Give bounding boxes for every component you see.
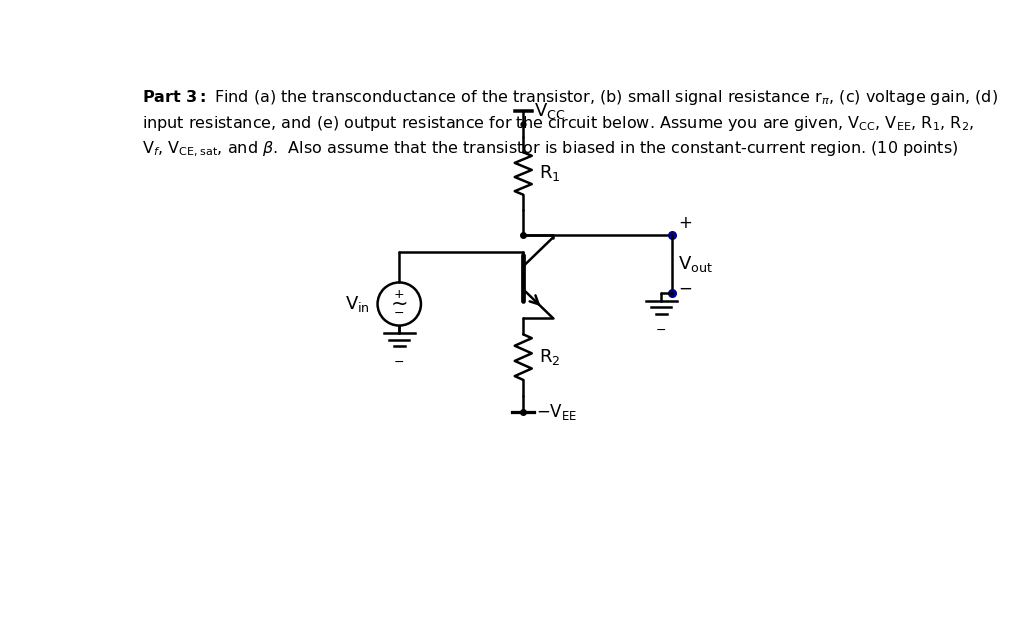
Text: $\mathbf{Part\ 3:}$ Find (a) the transconductance of the transistor, (b) small s: $\mathbf{Part\ 3:}$ Find (a) the transco… xyxy=(142,88,998,107)
Text: −: − xyxy=(656,323,667,337)
Text: $-$V$_{\mathrm{EE}}$: $-$V$_{\mathrm{EE}}$ xyxy=(537,402,578,422)
Text: −: − xyxy=(678,280,692,297)
Text: R$_1$: R$_1$ xyxy=(539,164,560,183)
Text: −: − xyxy=(394,307,404,320)
Text: input resistance, and (e) output resistance for the circuit below. Assume you ar: input resistance, and (e) output resista… xyxy=(142,114,974,133)
Text: ~: ~ xyxy=(390,294,408,314)
Text: −: − xyxy=(394,356,404,369)
Text: R$_2$: R$_2$ xyxy=(539,347,560,367)
Text: V$_{\mathrm{out}}$: V$_{\mathrm{out}}$ xyxy=(678,254,713,274)
Text: V$_f$, V$_{\mathrm{CE,sat}}$, and $\beta$.  Also assume that the transistor is b: V$_f$, V$_{\mathrm{CE,sat}}$, and $\beta… xyxy=(142,140,958,159)
Text: V$_{\mathrm{in}}$: V$_{\mathrm{in}}$ xyxy=(345,294,370,314)
Text: +: + xyxy=(394,288,404,301)
Text: V$_{\mathrm{CC}}$: V$_{\mathrm{CC}}$ xyxy=(535,101,565,120)
Text: +: + xyxy=(678,214,692,233)
